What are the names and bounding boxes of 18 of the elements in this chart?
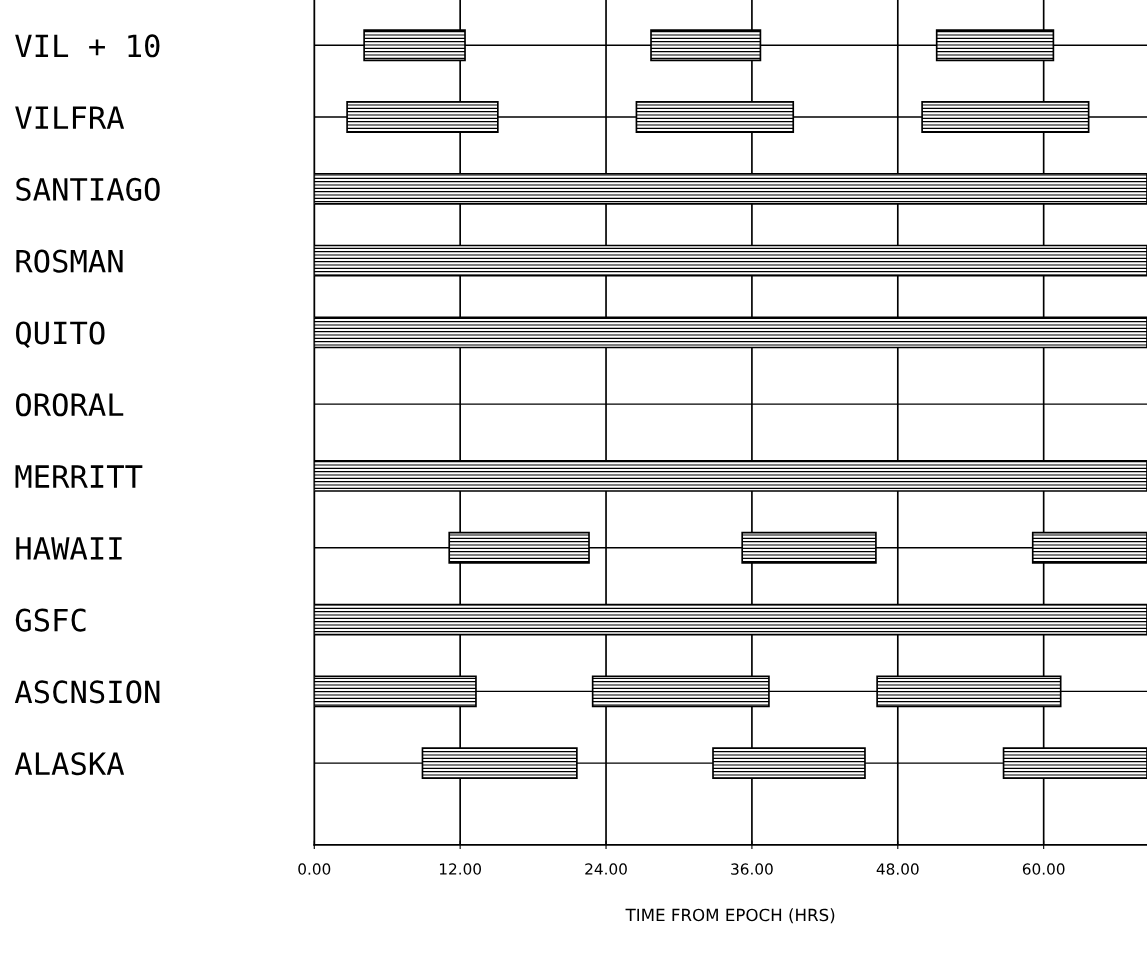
y-tick-label: GSFC: [15, 608, 86, 632]
y-tick-label: ROSMAN: [16, 249, 123, 273]
y-tick-label: ALASKA: [14, 752, 125, 776]
x-tick-label: 12.00: [439, 863, 482, 875]
y-tick-label: MERRITT: [15, 465, 143, 488]
y-tick-label: VILFRA: [15, 106, 125, 129]
x-tick-label: 24.00: [585, 863, 627, 875]
x-tick-label: 36.00: [731, 863, 773, 875]
x-tick-label: 0.00: [298, 863, 331, 875]
y-tick-label: QUITO: [16, 321, 105, 349]
y-tick-label: ASCNSION: [14, 680, 160, 704]
y-tick-label: ORORAL: [16, 393, 124, 417]
y-tick-label: VIL + 10: [15, 34, 160, 58]
y-tick-label: HAWAII: [16, 537, 122, 560]
x-tick-label: 60.00: [1022, 863, 1065, 875]
y-tick-label: SANTIAGO: [16, 177, 160, 201]
x-tick-label: 48.00: [876, 863, 919, 875]
x-axis-title: TIME FROM EPOCH (HRS): [625, 908, 835, 924]
